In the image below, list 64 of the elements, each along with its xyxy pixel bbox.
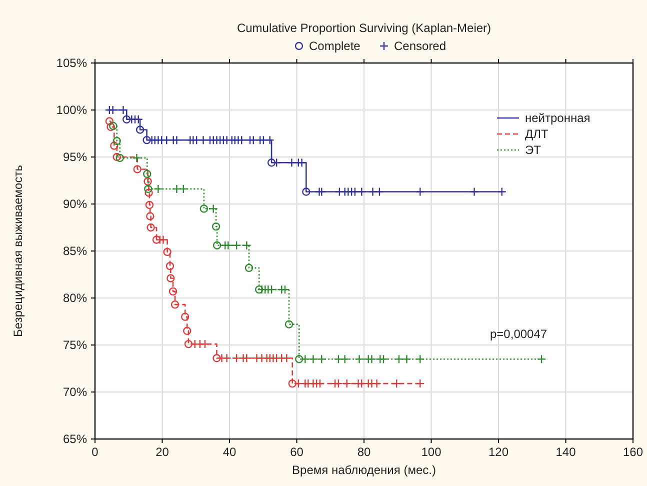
point — [267, 158, 276, 167]
point — [181, 312, 190, 321]
y-tick-label: 95% — [62, 150, 88, 164]
point — [295, 355, 304, 364]
point — [288, 379, 296, 388]
point — [212, 222, 220, 231]
chart-title: Cumulative Proportion Surviving (Kaplan-Meier) — [236, 21, 492, 35]
y-tick-label: 100% — [56, 103, 88, 117]
point — [136, 126, 144, 134]
point — [244, 264, 254, 272]
point — [168, 287, 178, 296]
point — [112, 152, 121, 162]
point — [163, 248, 172, 256]
point — [146, 223, 155, 232]
x-tick-label: 60 — [290, 445, 304, 459]
point — [200, 204, 208, 213]
y-tick-label: 80% — [62, 291, 88, 305]
x-tick-label: 160 — [622, 445, 644, 459]
point — [144, 177, 152, 186]
legend-label: Censored — [394, 39, 446, 53]
point — [142, 136, 151, 144]
point — [212, 241, 222, 250]
point — [133, 165, 142, 174]
point — [170, 300, 180, 309]
x-tick-label: 40 — [222, 445, 236, 459]
point — [184, 340, 193, 348]
x-tick-label: 140 — [556, 445, 576, 459]
y-axis-title: Безрецидивная выживаемость — [11, 165, 25, 337]
legend-label: ЭТ — [525, 143, 542, 157]
point — [143, 170, 152, 178]
point — [112, 136, 121, 146]
y-tick-label: 85% — [62, 244, 88, 258]
point — [144, 188, 153, 197]
point — [110, 142, 118, 150]
point — [166, 274, 175, 282]
y-tick-label: 75% — [62, 338, 88, 352]
point — [284, 320, 294, 328]
y-tick-label: 70% — [62, 385, 88, 399]
point — [109, 122, 118, 130]
point — [122, 115, 131, 124]
x-tick-label: 80 — [357, 445, 371, 459]
x-tick-label: 120 — [488, 445, 509, 459]
legend-label: Complete — [309, 39, 361, 53]
point — [254, 285, 264, 294]
point — [144, 184, 152, 194]
annotation: p=0,00047 — [490, 327, 548, 341]
point — [212, 354, 221, 362]
point — [145, 200, 154, 210]
point — [302, 188, 310, 196]
y-tick-label: 105% — [56, 56, 88, 70]
x-tick-label: 0 — [92, 445, 99, 459]
point — [116, 154, 124, 162]
point — [106, 122, 115, 132]
legend-label: ДЛТ — [525, 127, 549, 141]
x-tick-label: 20 — [156, 445, 170, 459]
y-tick-label: 90% — [62, 197, 88, 211]
legend-label: нейтронная — [525, 111, 590, 125]
point — [183, 326, 192, 335]
x-tick-label: 100 — [421, 445, 442, 459]
point — [146, 212, 154, 220]
y-tick-label: 65% — [62, 432, 88, 446]
x-axis-title: Время наблюдения (мес.) — [292, 463, 436, 477]
point — [105, 117, 114, 126]
point — [166, 262, 174, 270]
